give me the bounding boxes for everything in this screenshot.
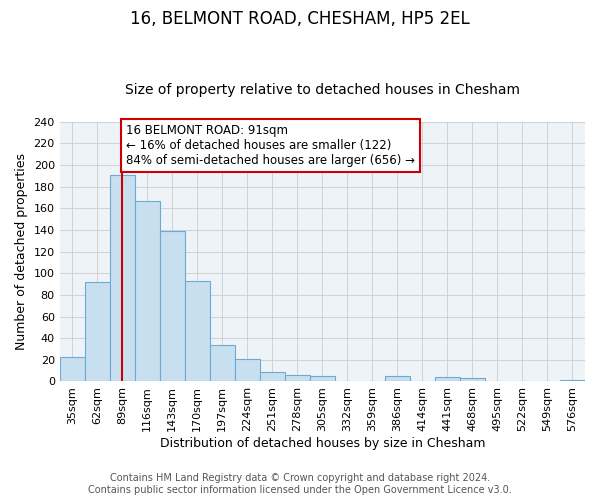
Text: Contains HM Land Registry data © Crown copyright and database right 2024.
Contai: Contains HM Land Registry data © Crown c… <box>88 474 512 495</box>
Bar <box>260 372 285 382</box>
Bar <box>285 375 310 382</box>
Bar <box>435 377 460 382</box>
Bar <box>160 231 185 382</box>
Title: Size of property relative to detached houses in Chesham: Size of property relative to detached ho… <box>125 83 520 97</box>
Bar <box>310 376 335 382</box>
Bar <box>135 201 160 382</box>
Bar <box>110 175 135 382</box>
Y-axis label: Number of detached properties: Number of detached properties <box>15 153 28 350</box>
Bar <box>185 281 210 382</box>
Text: 16 BELMONT ROAD: 91sqm
← 16% of detached houses are smaller (122)
84% of semi-de: 16 BELMONT ROAD: 91sqm ← 16% of detached… <box>126 124 415 167</box>
X-axis label: Distribution of detached houses by size in Chesham: Distribution of detached houses by size … <box>160 437 485 450</box>
Bar <box>85 282 110 382</box>
Bar <box>560 380 585 382</box>
Bar <box>59 356 85 382</box>
Bar <box>210 344 235 382</box>
Bar <box>460 378 485 382</box>
Text: 16, BELMONT ROAD, CHESHAM, HP5 2EL: 16, BELMONT ROAD, CHESHAM, HP5 2EL <box>130 10 470 28</box>
Bar <box>235 358 260 382</box>
Bar <box>385 376 410 382</box>
